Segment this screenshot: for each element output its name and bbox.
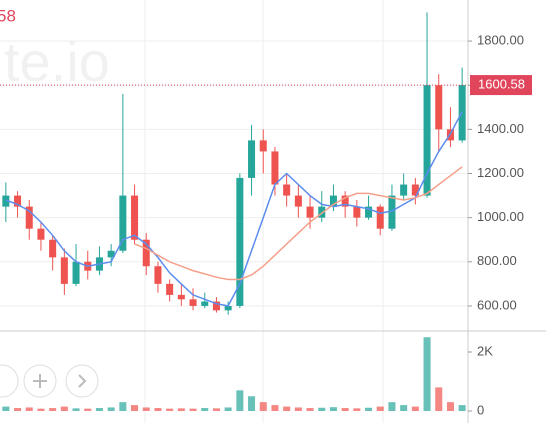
volume-bar	[142, 407, 150, 411]
volume-bar	[224, 407, 232, 411]
candle-body	[107, 250, 115, 258]
volume-bar	[388, 402, 396, 411]
volume-bar	[400, 405, 408, 411]
candle-body	[365, 206, 373, 218]
volume-bar	[294, 407, 302, 411]
volume-bar	[177, 408, 185, 411]
candle-body	[212, 301, 220, 311]
candle-body	[353, 206, 361, 218]
y-tick-label: 1800.00	[477, 32, 524, 47]
candle-body	[154, 266, 162, 284]
candle-body	[49, 239, 57, 258]
candle-body	[271, 151, 279, 185]
volume-bar	[25, 407, 33, 411]
moving-average	[134, 166, 463, 281]
volume-bar	[306, 408, 314, 411]
volume-bar	[212, 408, 220, 411]
volume-bar	[2, 406, 10, 411]
last-price-label: 1600.58	[478, 77, 525, 92]
y-tick-label: 1000.00	[477, 209, 524, 224]
candle-body	[306, 206, 314, 218]
candle-body	[142, 239, 150, 267]
candle-body	[236, 177, 244, 306]
candle-body	[400, 184, 408, 196]
candle-body	[435, 85, 443, 130]
volume-bar	[376, 406, 384, 411]
y-tick-label: 1400.00	[477, 121, 524, 136]
candle-body	[60, 257, 68, 284]
volume-bar	[84, 408, 92, 411]
volume-bar	[259, 402, 267, 411]
volume-bar	[166, 408, 174, 411]
y-tick-label: 800.00	[477, 253, 517, 268]
volume-bar	[154, 408, 162, 411]
candle-body	[2, 195, 10, 207]
volume-bar	[271, 405, 279, 411]
candle-body	[376, 206, 384, 229]
volume-bar	[283, 406, 291, 411]
plus-icon	[33, 374, 47, 388]
volume-tick-label: 2K	[477, 343, 493, 358]
candle-body	[248, 140, 256, 178]
candle-body	[318, 206, 326, 218]
candle-body	[166, 283, 174, 295]
watermark: te.io	[4, 30, 110, 93]
candle-body	[25, 206, 33, 229]
volume-tick-label: 0	[477, 402, 484, 417]
volume-bar	[14, 408, 22, 411]
candle-body	[119, 195, 127, 251]
volume-bar	[248, 396, 256, 411]
volume-bar	[341, 408, 349, 411]
candle-body	[224, 305, 232, 311]
arrow-icon	[78, 374, 87, 388]
candle-body	[329, 195, 337, 207]
volume-bar	[49, 408, 57, 411]
candle-body	[14, 195, 22, 207]
candle-body	[201, 301, 209, 306]
volume-bar	[95, 408, 103, 411]
candle-body	[131, 195, 139, 240]
legend-fragment: 58	[0, 6, 16, 25]
candle-body	[72, 261, 80, 284]
candle-body	[37, 228, 45, 240]
candle-body	[294, 195, 302, 207]
candle-body	[177, 294, 185, 300]
y-tick-label: 600.00	[477, 297, 517, 312]
volume-bar	[37, 408, 45, 411]
volume-bar	[329, 407, 337, 411]
volume-bar	[107, 407, 115, 411]
volume-bar	[131, 405, 139, 411]
volume-bar	[318, 407, 326, 411]
volume-bar	[72, 408, 80, 411]
candle-body	[189, 299, 197, 306]
volume-bar	[435, 387, 443, 411]
volume-bar	[423, 337, 431, 411]
candle-body	[283, 184, 291, 196]
volume-bar	[119, 402, 127, 411]
last-price-box	[470, 75, 532, 96]
volume-bar	[236, 390, 244, 411]
candle-body	[388, 195, 396, 229]
scroll-right-button[interactable]	[65, 364, 99, 398]
volume-bar	[353, 408, 361, 411]
volume-bar	[201, 408, 209, 411]
volume-bar	[189, 408, 197, 411]
moving-average	[5, 111, 463, 307]
candle-body	[411, 184, 419, 196]
y-tick-label: 1200.00	[477, 165, 524, 180]
volume-bar	[60, 406, 68, 411]
zoom-controls	[0, 364, 99, 398]
volume-bar	[458, 405, 466, 411]
candle-body	[341, 195, 349, 207]
candle-body	[259, 140, 267, 152]
volume-bar	[365, 407, 373, 411]
candle-body	[423, 85, 431, 196]
zoom-out-button[interactable]	[0, 364, 19, 398]
volume-bar	[446, 402, 454, 411]
volume-bar	[411, 406, 419, 411]
